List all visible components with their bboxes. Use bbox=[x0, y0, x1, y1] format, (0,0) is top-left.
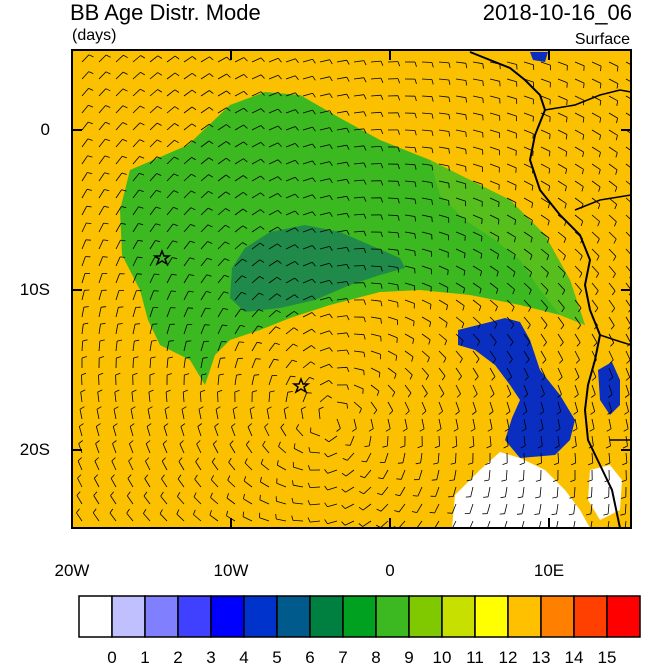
wind-barb-flag bbox=[254, 375, 259, 376]
wind-barb-flag bbox=[135, 324, 140, 325]
wind-barb-flag bbox=[517, 514, 522, 515]
wind-barb-flag bbox=[413, 496, 418, 497]
wind-barb bbox=[541, 453, 542, 463]
wind-barb-flag bbox=[239, 342, 244, 343]
colorbar-swatch bbox=[442, 596, 475, 637]
wind-barb-flag bbox=[432, 217, 433, 222]
wind-barb-flag bbox=[499, 202, 500, 207]
colorbar-swatch bbox=[244, 596, 277, 637]
wind-barb-flag bbox=[568, 531, 573, 532]
wind-barb-flag bbox=[220, 358, 225, 359]
wind-barb-flag bbox=[276, 514, 277, 519]
wind-barb-flag bbox=[447, 529, 452, 530]
colorbar-swatch bbox=[79, 596, 112, 637]
wind-barb-flag bbox=[632, 170, 634, 175]
colorbar-label: 10 bbox=[427, 648, 457, 668]
colorbar-label: 0 bbox=[97, 648, 127, 668]
wind-barb bbox=[133, 358, 134, 368]
wind-barb-flag bbox=[603, 531, 608, 532]
x-tick-label: 20W bbox=[42, 561, 102, 581]
y-tick-label: 0 bbox=[0, 120, 50, 140]
wind-barb-flag bbox=[551, 531, 556, 532]
wind-barb bbox=[218, 392, 219, 402]
colorbar-label: 6 bbox=[295, 648, 325, 668]
wind-barb-flag bbox=[585, 531, 590, 532]
wind-barb-flag bbox=[500, 64, 501, 69]
wind-barb-flag bbox=[398, 463, 403, 464]
wind-barb-flag bbox=[188, 308, 193, 309]
colorbar-label: 4 bbox=[229, 648, 259, 668]
wind-barb-flag bbox=[633, 153, 635, 158]
colorbar-label: 13 bbox=[526, 648, 556, 668]
colorbar-swatch bbox=[541, 596, 574, 637]
colorbar-swatch bbox=[112, 596, 145, 637]
wind-barb-flag bbox=[466, 149, 467, 154]
colorbar-swatch bbox=[409, 596, 442, 637]
wind-barb bbox=[592, 487, 593, 497]
wind-barb-flag bbox=[634, 84, 635, 89]
colorbar-label: 5 bbox=[262, 648, 292, 668]
colorbar-swatch bbox=[574, 596, 607, 637]
colorbar-label: 9 bbox=[394, 648, 424, 668]
wind-barb bbox=[388, 198, 398, 199]
colorbar-label: 2 bbox=[163, 648, 193, 668]
wind-barb bbox=[354, 266, 364, 267]
colorbar-swatch bbox=[343, 596, 376, 637]
colorbar-swatch bbox=[211, 596, 244, 637]
colorbar-swatch bbox=[145, 596, 178, 637]
colorbar-swatch bbox=[310, 596, 343, 637]
wind-barb-flag bbox=[364, 370, 365, 375]
colorbar-label: 8 bbox=[361, 648, 391, 668]
colorbar-swatch bbox=[178, 596, 211, 637]
colorbar-label: 15 bbox=[592, 648, 622, 668]
y-tick-label: 10S bbox=[0, 280, 50, 300]
wind-barb-flag bbox=[414, 321, 415, 326]
wind-barb-flag bbox=[101, 307, 106, 308]
x-tick-label: 10W bbox=[201, 561, 261, 581]
wind-barb-flag bbox=[464, 530, 469, 531]
wind-barb-flag bbox=[482, 219, 483, 224]
wind-barb-flag bbox=[567, 100, 568, 105]
colorbar-label: 3 bbox=[196, 648, 226, 668]
colorbar-label: 11 bbox=[460, 648, 490, 668]
colorbar-label: 14 bbox=[559, 648, 589, 668]
wind-barb-flag bbox=[620, 531, 625, 532]
wind-barb-flag bbox=[550, 134, 551, 139]
wind-barb-flag bbox=[260, 495, 261, 500]
wind-barb bbox=[371, 164, 381, 165]
wind-barb bbox=[456, 453, 457, 463]
wind-barb bbox=[99, 375, 100, 385]
wind-barb-flag bbox=[633, 136, 634, 141]
wind-barb-flag bbox=[632, 187, 634, 192]
wind-barb bbox=[422, 62, 432, 63]
wind-barb-flag bbox=[448, 270, 449, 275]
colorbar-swatch bbox=[277, 596, 310, 637]
wind-barb bbox=[524, 470, 525, 480]
colorbar-label: 7 bbox=[328, 648, 358, 668]
y-tick-label: 20S bbox=[0, 440, 50, 460]
wind-barb-flag bbox=[432, 480, 437, 481]
colorbar-swatch bbox=[475, 596, 508, 637]
wind-barb-flag bbox=[634, 67, 635, 72]
wind-barb-flag bbox=[634, 101, 635, 106]
colorbar-label: 12 bbox=[493, 648, 523, 668]
colorbar-label: 1 bbox=[130, 648, 160, 668]
colorbar-swatch bbox=[508, 596, 541, 637]
wind-barb-flag bbox=[415, 251, 416, 256]
wind-barb-flag bbox=[483, 98, 484, 103]
wind-barb-flag bbox=[633, 118, 634, 123]
wind-barb-flag bbox=[466, 132, 467, 137]
colorbar-swatch bbox=[376, 596, 409, 637]
x-tick-label: 10E bbox=[519, 561, 579, 581]
colorbar bbox=[79, 596, 640, 637]
x-tick-label: 0 bbox=[360, 561, 420, 581]
colorbar-swatch bbox=[607, 596, 640, 637]
wind-barb-flag bbox=[120, 257, 125, 258]
wind-barb-flag bbox=[584, 83, 585, 88]
wind-barb-flag bbox=[533, 151, 534, 156]
wind-barb bbox=[405, 130, 415, 131]
